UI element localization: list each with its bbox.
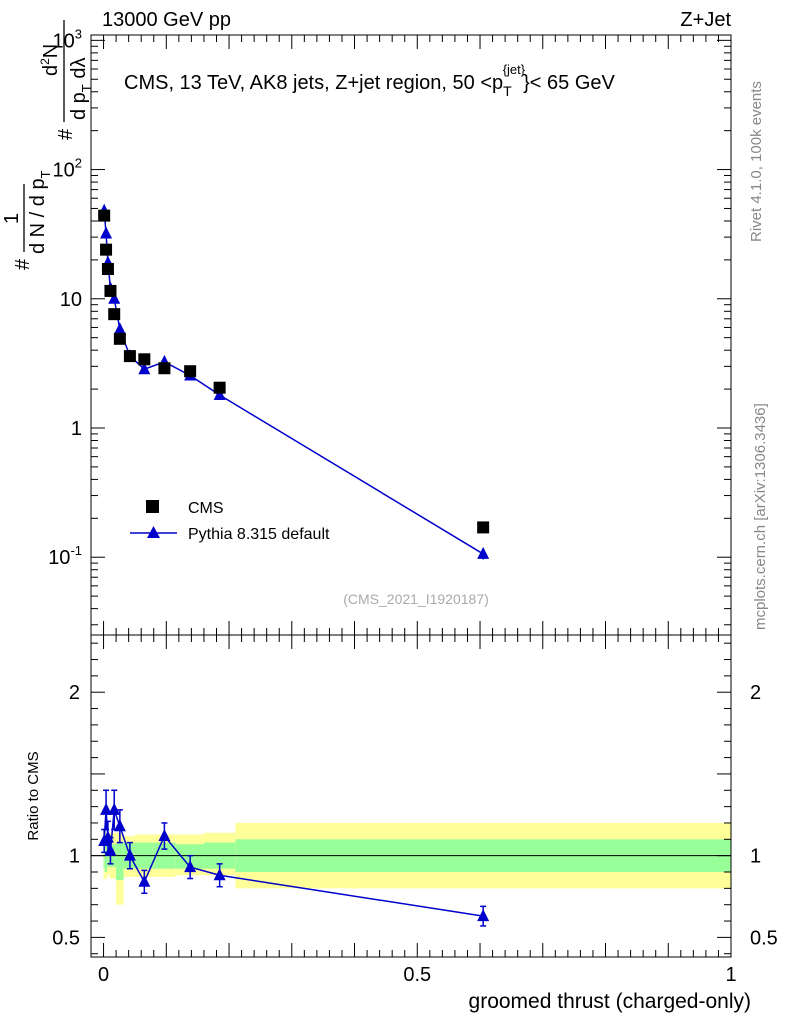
cms-point <box>98 209 111 222</box>
y-tick-label: 102 <box>53 156 82 182</box>
cms-point <box>113 332 126 345</box>
legend-cms-marker <box>146 500 159 513</box>
cms-point <box>213 381 226 394</box>
ratio-y-tick-label: 0.5 <box>52 927 80 949</box>
svg-text:d N / d pT: d N / d pT <box>27 170 53 254</box>
ratio-frame <box>90 634 732 958</box>
svg-text:d pT dλ: d pT dλ <box>68 58 94 120</box>
main-frame <box>90 34 732 636</box>
y-tick-label: 1 <box>71 418 82 440</box>
x-tick-label: 0.5 <box>403 964 431 986</box>
ratio-point <box>123 848 136 861</box>
ratio-point <box>184 860 197 873</box>
pythia-point <box>138 362 151 375</box>
legend-pythia-marker <box>147 526 160 538</box>
ratio-y-tick-label: 1 <box>69 846 80 868</box>
pythia-point <box>100 226 113 239</box>
pythia-point <box>113 322 126 335</box>
analysis-id: (CMS_2021_I1920187) <box>343 591 489 607</box>
ratio-y-tick-label: 2 <box>69 682 80 704</box>
ratio-y-tick-label-right: 0.5 <box>750 927 778 949</box>
legend-cms-label: CMS <box>188 500 224 517</box>
ratio-point <box>100 802 113 815</box>
y-tick-label: 10-1 <box>48 543 82 569</box>
cms-point <box>477 521 490 534</box>
rivet-label: Rivet 4.1.0, 100k events <box>748 81 765 242</box>
cms-point <box>104 284 117 297</box>
cms-point <box>101 262 114 275</box>
x-tick-label: 1 <box>725 964 736 986</box>
plot-title: CMS, 13 TeV, AK8 jets, Z+jet region, 50 … <box>124 62 616 99</box>
ratio-stat-band <box>116 842 124 881</box>
ratio-point <box>213 868 226 881</box>
cms-point <box>123 350 136 363</box>
ratio-series <box>98 789 490 927</box>
pythia-point <box>477 546 490 559</box>
legend: CMS Pythia 8.315 default <box>130 500 330 543</box>
cms-point <box>158 362 171 375</box>
svg-text:#: # <box>55 128 77 140</box>
cms-point <box>108 308 121 321</box>
main-ticks <box>91 35 732 635</box>
svg-text:#: # <box>12 258 34 270</box>
cms-point <box>100 243 113 256</box>
header-left: 13000 GeV pp <box>102 9 231 31</box>
svg-text:1: 1 <box>1 213 23 224</box>
pythia-point <box>213 388 226 401</box>
ratio-y-axis-label: Ratio to CMS <box>25 751 42 840</box>
x-axis-label: groomed thrust (charged-only) <box>469 990 751 1013</box>
legend-pythia-label: Pythia 8.315 default <box>188 526 330 543</box>
y-tick-label: 10 <box>60 289 82 311</box>
header-right: Z+Jet <box>680 9 731 31</box>
main-series <box>98 203 490 560</box>
ratio-bands <box>103 822 731 905</box>
ratio-y-tick-label-right: 1 <box>750 846 761 868</box>
cms-point <box>184 365 197 378</box>
ratio-point <box>104 843 117 856</box>
pythia-point <box>108 291 121 304</box>
ratio-point <box>113 819 126 832</box>
ratio-plot: 2 2 1 1 0.5 0.5 Ratio to CMS <box>25 634 778 958</box>
ratio-y-tick-label-right: 2 <box>750 682 761 704</box>
x-tick-labels: 0 0.5 1 <box>98 964 737 986</box>
mcplots-label: mcplots.cern.ch [arXiv:1306.3436] <box>752 403 769 630</box>
ratio-point <box>477 909 490 922</box>
ratio-point <box>108 802 121 815</box>
ratio-point <box>158 829 171 842</box>
ratio-point <box>138 874 151 887</box>
ratio-y-tick-labels: 2 2 1 1 0.5 0.5 <box>52 682 778 949</box>
x-tick-label: 0 <box>98 964 109 986</box>
cms-point <box>138 353 151 366</box>
svg-text:d2N: d2N <box>38 44 62 76</box>
main-y-axis-label: # 1 d N / d pT # d2N d pT dλ <box>1 20 94 270</box>
pythia-line <box>103 210 484 555</box>
ratio-ticks <box>91 635 732 957</box>
